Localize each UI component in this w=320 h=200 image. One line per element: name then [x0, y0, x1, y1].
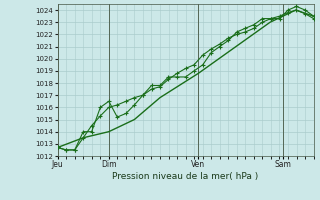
X-axis label: Pression niveau de la mer( hPa ): Pression niveau de la mer( hPa )	[112, 172, 259, 181]
